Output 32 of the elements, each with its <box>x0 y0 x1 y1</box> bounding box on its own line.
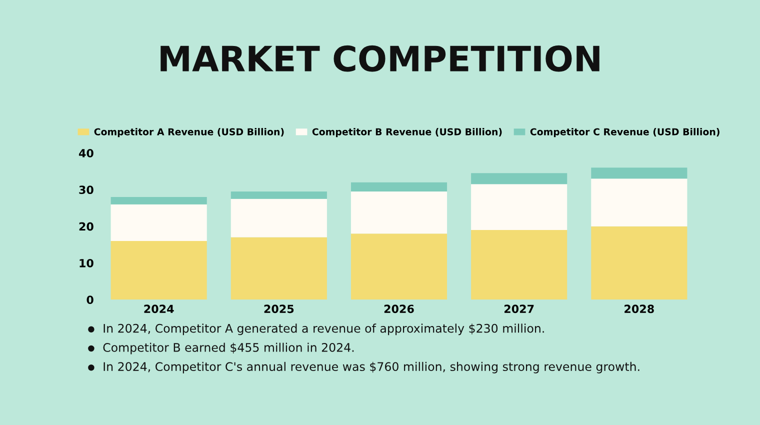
bar <box>471 173 568 184</box>
x-tick-label: 2027 <box>504 304 534 314</box>
bar <box>110 196 207 204</box>
y-tick-label: 40 <box>78 148 94 158</box>
y-tick-label: 0 <box>86 296 94 304</box>
y-tick-label: 20 <box>79 222 94 231</box>
x-tick-label: 2028 <box>624 304 654 314</box>
y-tick-label: 30 <box>79 186 94 194</box>
bar <box>350 191 448 234</box>
x-tick-label: 2026 <box>384 304 414 314</box>
bar <box>591 226 688 300</box>
bar <box>110 204 207 241</box>
legend-label: Competitor B Revenue (USD Billion) <box>312 128 502 138</box>
bar <box>471 230 568 300</box>
text: In 2024, Competitor C's annual revenue was $760 million, showing strong revenue growth. <box>104 362 640 374</box>
bar <box>591 168 688 179</box>
legend-label: Competitor A Revenue (USD Billion) <box>94 128 284 138</box>
x-tick-label: 2024 <box>144 304 174 314</box>
bar <box>471 184 568 230</box>
bar <box>350 182 448 192</box>
bar <box>230 191 327 199</box>
bar <box>230 237 327 300</box>
bar <box>350 234 448 300</box>
bar <box>591 178 688 226</box>
bar <box>110 240 207 300</box>
x-tick-label: 2025 <box>264 304 294 314</box>
text: Competitor B earned $455 million in 2024. <box>103 342 354 354</box>
chart-title: MARKET COMPETITION <box>160 45 600 72</box>
legend-label: Competitor C Revenue (USD Billion) <box>530 128 720 138</box>
y-tick-label: 10 <box>80 258 94 268</box>
bar <box>230 198 327 238</box>
text: In 2024, Competitor A generated a revenue of approximately $230 million. <box>104 324 544 336</box>
